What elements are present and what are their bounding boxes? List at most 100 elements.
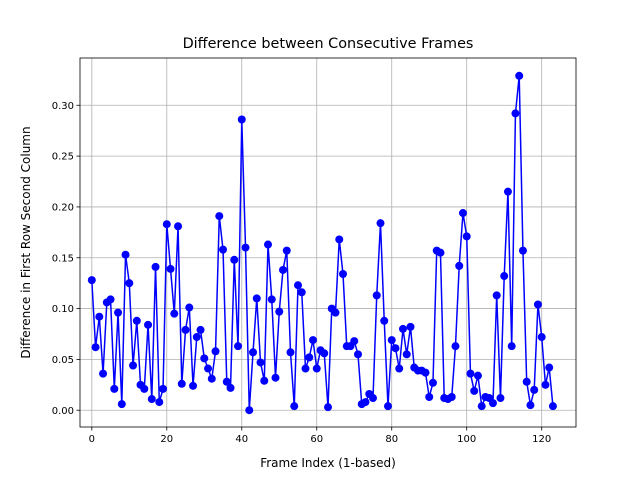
y-tick-label: 0.15 (52, 253, 74, 264)
data-point (526, 401, 535, 410)
x-tick-label: 100 (457, 434, 476, 445)
x-axis-title: Frame Index (1-based) (260, 456, 396, 470)
data-point (106, 295, 115, 304)
x-tick-label: 120 (532, 434, 551, 445)
data-point (140, 384, 149, 393)
x-tick-label: 40 (235, 434, 248, 445)
data-point (249, 348, 258, 357)
data-point (305, 353, 314, 362)
data-point (204, 364, 213, 373)
data-point (91, 343, 100, 352)
data-point (368, 394, 377, 403)
data-point (425, 393, 434, 402)
data-point (466, 369, 475, 378)
data-point (174, 222, 183, 231)
data-point (155, 398, 164, 407)
data-point (447, 393, 456, 402)
data-point (455, 261, 464, 270)
data-point (395, 364, 404, 373)
data-point (200, 354, 209, 363)
x-tick-label: 0 (89, 434, 95, 445)
data-point (162, 220, 171, 229)
data-point (144, 320, 153, 329)
data-point (196, 325, 205, 334)
data-point (226, 383, 235, 392)
data-point (515, 71, 524, 80)
data-point (279, 265, 288, 274)
y-tick-label: 0.10 (52, 304, 74, 315)
y-tick-label: 0.30 (52, 101, 74, 112)
data-point (207, 374, 216, 383)
data-point (380, 316, 389, 325)
data-point (503, 187, 512, 196)
data-point (462, 232, 471, 241)
data-point (294, 281, 303, 290)
data-point (350, 337, 359, 346)
data-point (331, 308, 340, 317)
y-tick-label: 0.00 (52, 406, 74, 417)
data-point (192, 333, 201, 342)
data-point (391, 344, 400, 353)
data-point (125, 279, 134, 288)
data-point (237, 115, 246, 124)
data-point (222, 377, 231, 386)
data-point (372, 291, 381, 300)
data-point (488, 399, 497, 408)
data-point (402, 350, 411, 359)
x-tick-label: 60 (310, 434, 323, 445)
data-point (166, 264, 175, 273)
data-point (361, 398, 370, 407)
data-point (548, 402, 557, 411)
data-point (264, 240, 273, 249)
data-point (177, 379, 186, 388)
data-point (260, 376, 269, 385)
data-point (470, 386, 479, 395)
data-point (533, 300, 542, 309)
data-point (530, 385, 539, 394)
data-point (518, 246, 527, 255)
data-point (537, 333, 546, 342)
data-point (500, 272, 509, 281)
data-point (353, 350, 362, 359)
data-point (428, 378, 437, 387)
data-point (297, 288, 306, 297)
data-point (132, 316, 141, 325)
data-point (282, 246, 291, 255)
data-point (320, 349, 329, 358)
data-point (121, 250, 130, 259)
data-point (256, 358, 265, 367)
data-point (129, 361, 138, 370)
y-axis-title: Difference in First Row Second Column (19, 126, 33, 358)
data-point (335, 235, 344, 244)
data-point (451, 342, 460, 351)
data-point (301, 364, 310, 373)
data-point (189, 381, 198, 390)
data-point (309, 336, 318, 345)
y-tick-label: 0.05 (52, 355, 74, 366)
series-layer (87, 71, 557, 415)
data-point (338, 270, 347, 279)
data-point (241, 243, 250, 252)
data-point (458, 209, 467, 218)
data-point (185, 303, 194, 312)
data-point (522, 377, 531, 386)
data-point (324, 403, 332, 412)
y-tick-label: 0.25 (52, 152, 74, 163)
data-point (267, 295, 276, 304)
data-point (159, 384, 168, 393)
data-point (234, 342, 243, 351)
data-point (473, 371, 482, 380)
data-point (99, 369, 108, 378)
data-point (95, 312, 104, 321)
data-point (275, 307, 284, 316)
chart-title: Difference between Consecutive Frames (183, 36, 474, 52)
data-point (477, 402, 486, 411)
data-point (87, 276, 96, 285)
data-point (245, 406, 254, 415)
data-point (215, 212, 224, 221)
data-point (383, 402, 392, 411)
data-point (211, 347, 220, 356)
data-point (436, 248, 445, 257)
